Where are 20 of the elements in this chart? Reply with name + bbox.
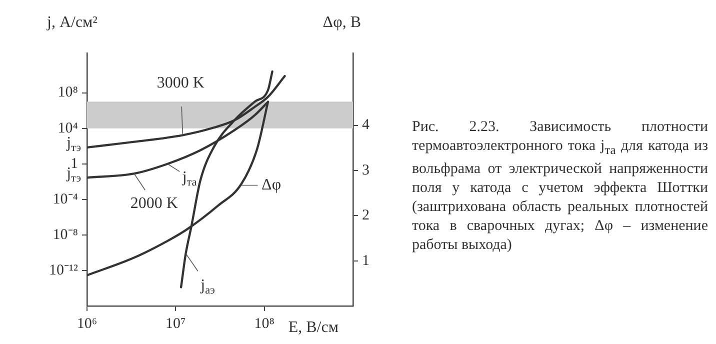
x-tick-label: 10⁷ xyxy=(166,316,186,332)
text: Рис. 2.23. Зависимость плотности термоавтоэлектронного тока j$_{та}$ для катода из вольфрама от электрической напряженности поля у катода с учетом эффекта Шоттки (заштрихована область реальных плотностей тока в сварочных дугах; Δφ – изменение работы выхода) xyxy=(412,119,708,253)
annotation: 3000 K xyxy=(156,74,205,92)
x-tick-label: 10⁸ xyxy=(254,316,274,332)
y2-axis-title: Δφ, В xyxy=(322,14,362,32)
y-tick-label: 10⁸ xyxy=(58,84,78,101)
x-axis-title: E, В/см xyxy=(288,319,338,336)
y2-tick-label: 3 xyxy=(362,162,370,178)
y-tick-label: 10⁻⁸ xyxy=(52,226,78,243)
annotation: Δφ xyxy=(262,176,282,194)
y2-tick-label: 1 xyxy=(362,252,370,269)
annotation: 2000 K xyxy=(130,194,178,212)
y-tick-label: 10⁻¹² xyxy=(49,262,78,278)
y2-tick-label: 4 xyxy=(362,117,370,134)
y-tick-label: 10⁴ xyxy=(58,120,78,136)
y-tick-label: 1 xyxy=(70,156,78,172)
y-tick-label: 10⁻⁴ xyxy=(52,191,78,208)
y2-tick-label: 2 xyxy=(362,208,370,224)
y-axis-title: j, А/см² xyxy=(46,14,98,32)
x-tick-label: 10⁶ xyxy=(76,316,98,332)
